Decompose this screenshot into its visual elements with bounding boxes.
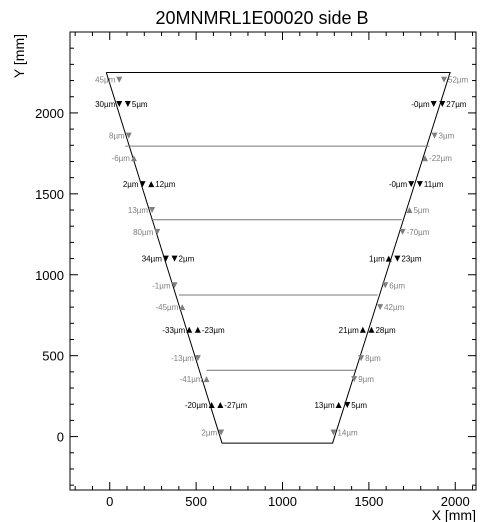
- triangle-marker: [116, 76, 123, 83]
- marker-label: 12µm: [155, 180, 176, 189]
- marker-label: 8µm: [365, 354, 381, 363]
- triangle-marker: [186, 326, 193, 333]
- triangle-marker: [130, 155, 137, 162]
- marker-label: -23µm: [202, 326, 225, 335]
- marker-label: 80µm: [133, 228, 154, 237]
- marker-label: 52µm: [448, 76, 469, 85]
- triangle-marker: [171, 255, 178, 262]
- marker-label: 11µm: [424, 180, 444, 189]
- marker-label: 2µm: [123, 180, 139, 189]
- marker-label: 1µm: [369, 255, 385, 264]
- marker-label: -20µm: [185, 401, 208, 410]
- marker-label: 2µm: [201, 429, 217, 438]
- x-tick-label: 2000: [441, 494, 470, 509]
- marker-label: -0µm: [389, 180, 408, 189]
- triangle-marker: [377, 304, 384, 311]
- triangle-marker: [351, 376, 358, 383]
- marker-label: 5µm: [351, 401, 367, 410]
- chart-title: 20MNMRL1E00020 side B: [155, 8, 368, 28]
- triangle-marker: [335, 402, 342, 409]
- marker-label: 23µm: [401, 255, 422, 264]
- triangle-marker: [385, 255, 392, 262]
- marker-label: 45µm: [95, 76, 116, 85]
- y-tick-label: 0: [57, 430, 64, 445]
- marker-label: 8µm: [109, 132, 125, 141]
- triangle-marker: [394, 255, 401, 262]
- marker-label: 13µm: [128, 206, 149, 215]
- marker-label: 27µm: [446, 100, 467, 109]
- triangle-marker: [139, 181, 146, 188]
- plot-frame: [69, 31, 477, 491]
- triangle-marker: [217, 402, 224, 409]
- marker-label: -27µm: [224, 401, 247, 410]
- marker-label: -6µm: [112, 154, 131, 163]
- triangle-marker: [439, 101, 446, 108]
- triangle-marker: [148, 181, 155, 188]
- triangle-marker: [408, 181, 415, 188]
- marker-label: 6µm: [389, 281, 405, 290]
- marker-label: 14µm: [337, 429, 358, 438]
- marker-label: 42µm: [384, 303, 405, 312]
- marker-label: -45µm: [155, 303, 178, 312]
- triangle-marker: [171, 282, 178, 289]
- triangle-marker: [344, 402, 351, 409]
- marker-label: -70µm: [407, 228, 430, 237]
- triangle-marker: [441, 76, 448, 83]
- detector-outline: [105, 71, 451, 444]
- marker-label: -22µm: [429, 154, 452, 163]
- triangle-marker: [208, 402, 215, 409]
- marker-label: -1µm: [152, 281, 171, 290]
- triangle-marker: [359, 326, 366, 333]
- triangle-marker: [194, 355, 201, 362]
- marker-label: 2µm: [179, 255, 195, 264]
- marker-label: 28µm: [375, 326, 396, 335]
- marker-label: 21µm: [339, 326, 360, 335]
- y-tick-label: 1500: [35, 187, 64, 202]
- marker-label: 5µm: [132, 100, 148, 109]
- markers: 45µm 52µm 30µm 5µm -0µm 27µm 8µm 3µm -6µm -22µm 2µ…: [95, 76, 468, 438]
- marker-label: 30µm: [95, 100, 116, 109]
- triangle-marker: [431, 132, 438, 139]
- triangle-marker: [358, 355, 365, 362]
- marker-label: 34µm: [142, 255, 163, 264]
- x-tick-label: 1500: [354, 494, 383, 509]
- marker-label: 3µm: [439, 132, 455, 141]
- triangle-marker: [124, 101, 131, 108]
- x-tick-label: 1000: [268, 494, 297, 509]
- triangle-marker: [203, 376, 210, 383]
- triangle-marker: [125, 132, 132, 139]
- axes: 0 500 1000 1500 2000 0 500 1000 1500 2000: [35, 31, 477, 509]
- triangle-marker: [368, 326, 375, 333]
- trapezoid-outline: [105, 71, 451, 444]
- triangle-marker: [406, 207, 413, 214]
- triangle-marker: [422, 155, 429, 162]
- triangle-marker: [162, 255, 169, 262]
- marker-label: -33µm: [162, 326, 185, 335]
- marker-label: 13µm: [314, 401, 335, 410]
- triangle-marker: [330, 429, 337, 436]
- x-axis-title: X [mm]: [432, 507, 476, 522]
- y-tick-label: 500: [42, 349, 64, 364]
- y-tick-label: 1000: [35, 268, 64, 283]
- triangle-marker: [116, 101, 123, 108]
- triangle-marker: [179, 304, 186, 311]
- marker-label: -0µm: [411, 100, 430, 109]
- triangle-marker: [399, 228, 406, 235]
- marker-label: -13µm: [171, 354, 194, 363]
- x-tick-label: 0: [106, 494, 113, 509]
- triangle-marker: [194, 326, 201, 333]
- marker-label: 5µm: [413, 206, 429, 215]
- x-tick-label: 500: [185, 494, 207, 509]
- triangle-marker: [382, 282, 389, 289]
- triangle-marker: [149, 207, 156, 214]
- y-tick-label: 2000: [35, 106, 64, 121]
- triangle-marker: [218, 429, 225, 436]
- triangle-marker: [154, 228, 161, 235]
- triangle-marker: [430, 101, 437, 108]
- y-axis-title: Y [mm]: [11, 34, 27, 78]
- marker-label: -41µm: [180, 375, 203, 384]
- marker-label: 9µm: [358, 375, 374, 384]
- triangle-marker: [416, 181, 423, 188]
